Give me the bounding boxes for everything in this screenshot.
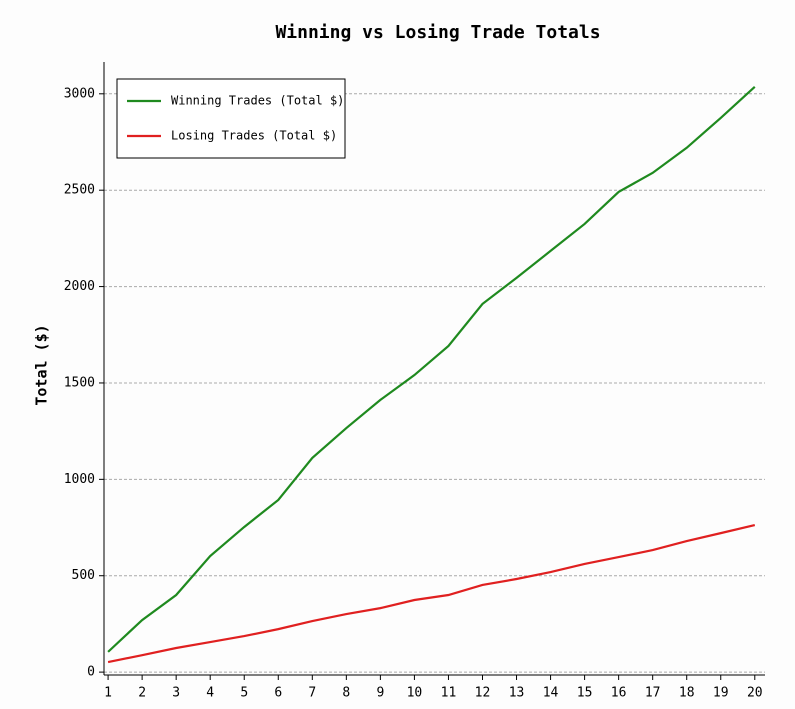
x-tick-label: 4 (206, 686, 214, 701)
y-tick-label: 2000 (64, 279, 95, 294)
y-tick-label: 1500 (64, 375, 95, 390)
y-axis-label: Total ($) (33, 324, 51, 405)
y-tick-label: 500 (72, 568, 95, 583)
x-tick-label: 15 (577, 686, 593, 701)
x-tick-label: 14 (543, 686, 559, 701)
x-tick-label: 1 (104, 686, 112, 701)
x-tick-label: 5 (240, 686, 248, 701)
x-tick-label: 2 (138, 686, 146, 701)
x-tick-label: 6 (274, 686, 282, 701)
x-tick-label: 13 (509, 686, 525, 701)
x-tick-label: 10 (407, 686, 423, 701)
x-tick-label: 3 (172, 686, 180, 701)
x-tick-label: 7 (308, 686, 316, 701)
y-tick-label: 0 (87, 665, 95, 680)
series-line (107, 86, 756, 653)
y-tick-label: 2500 (64, 183, 95, 198)
series-line (107, 523, 756, 664)
x-tick-label: 8 (342, 686, 350, 701)
x-tick-label: 20 (747, 686, 763, 701)
x-tick-label: 18 (679, 686, 695, 701)
x-tick-label: 9 (376, 686, 384, 701)
legend-label: Losing Trades (Total $) (171, 129, 337, 143)
x-tick-label: 17 (645, 686, 661, 701)
chart-title: Winning vs Losing Trade Totals (275, 22, 600, 43)
x-tick-label: 19 (713, 686, 729, 701)
legend-label: Winning Trades (Total $) (171, 94, 344, 108)
y-tick-label: 1000 (64, 472, 95, 487)
y-tick-label: 3000 (64, 86, 95, 101)
x-tick-label: 11 (441, 686, 457, 701)
x-tick-label: 16 (611, 686, 627, 701)
legend-box (116, 78, 346, 159)
x-tick-label: 12 (475, 686, 491, 701)
